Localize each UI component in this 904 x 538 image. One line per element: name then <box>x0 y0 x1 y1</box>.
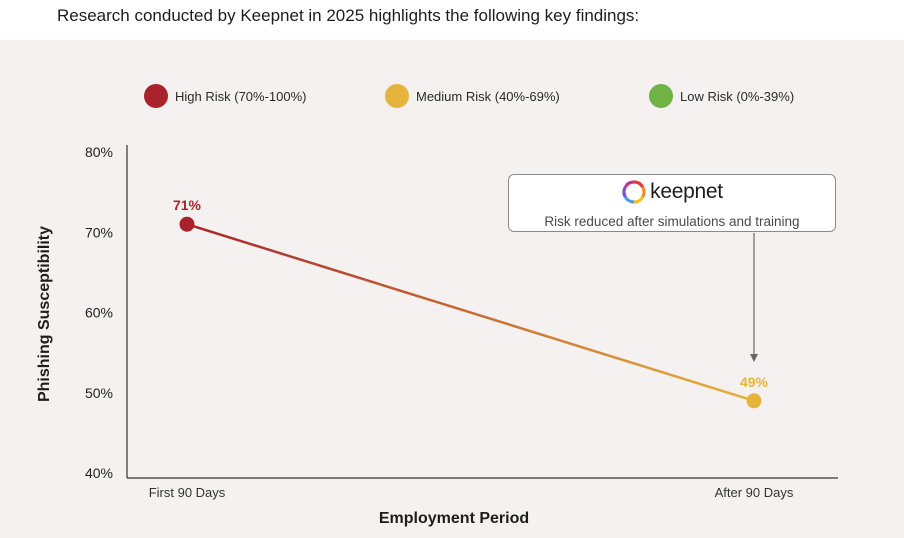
chart-panel <box>0 40 904 538</box>
x-axis-title: Employment Period <box>378 510 530 527</box>
y-tick-label: 80% <box>85 144 113 160</box>
data-point <box>179 216 195 232</box>
x-ticks: First 90 Days After 90 Days <box>149 485 794 500</box>
legend-label-low: Low Risk (0%-39%) <box>680 88 795 104</box>
headline: Research conducted by Keepnet in 2025 hi… <box>57 6 640 25</box>
callout-text: Risk reduced after simulations and train… <box>544 214 800 229</box>
x-tick-label: After 90 Days <box>715 485 794 500</box>
legend-marker-medium <box>385 84 409 108</box>
legend-item-medium-risk: Medium Risk (40%-69%) <box>385 84 560 108</box>
legend-item-high-risk: High Risk (70%-100%) <box>144 84 307 108</box>
y-axis-title: Phishing Susceptibility <box>36 225 53 403</box>
x-tick-label: First 90 Days <box>149 485 226 500</box>
legend-label-medium: Medium Risk (40%-69%) <box>416 88 560 104</box>
legend-item-low-risk: Low Risk (0%-39%) <box>649 84 794 108</box>
data-series: 71% 49% <box>173 197 769 409</box>
y-tick-label: 40% <box>85 465 113 481</box>
y-ticks: 80% 70% 60% 50% 40% <box>85 144 113 481</box>
y-tick-label: 50% <box>85 385 113 401</box>
keepnet-logo-icon <box>622 180 646 204</box>
data-point <box>746 393 762 409</box>
data-label: 49% <box>740 374 769 390</box>
callout-pointer-arrowhead <box>750 354 758 362</box>
y-tick-label: 70% <box>85 224 113 240</box>
series-line <box>186 223 755 402</box>
keepnet-logo-text: keepnet <box>650 180 723 203</box>
legend-marker-high <box>144 84 168 108</box>
legend-marker-low <box>649 84 673 108</box>
headline-bar: Research conducted by Keepnet in 2025 hi… <box>0 0 904 40</box>
keepnet-logo: keepnet <box>509 179 835 205</box>
data-label: 71% <box>173 197 202 213</box>
callout-box: keepnet Risk reduced after simulations a… <box>508 174 836 232</box>
y-tick-label: 60% <box>85 305 113 321</box>
legend-label-high: High Risk (70%-100%) <box>175 88 307 104</box>
